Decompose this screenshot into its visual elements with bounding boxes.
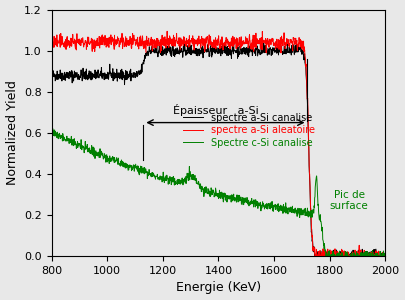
spectre a-Si aleatoire: [383, 254, 388, 258]
Text: Épaisseur   a-Si: Épaisseur a-Si: [173, 104, 258, 116]
spectre a-Si canalise: [182, 40, 187, 44]
X-axis label: Energie (KeV): Energie (KeV): [176, 281, 261, 294]
Text: Pic de
surface: Pic de surface: [330, 190, 369, 212]
Line: spectre a-Si canalise: spectre a-Si canalise: [51, 42, 386, 256]
Line: spectre a-Si aleatoire: spectre a-Si aleatoire: [51, 31, 386, 256]
spectre a-Si canalise: [232, 49, 237, 52]
spectre a-Si canalise: [225, 44, 230, 48]
spectre a-Si aleatoire: [313, 254, 318, 258]
spectre a-Si canalise: [383, 250, 388, 254]
Spectre c-Si canalise: [232, 198, 237, 201]
Y-axis label: Normalized Yield: Normalized Yield: [6, 80, 19, 185]
spectre a-Si aleatoire: [194, 41, 199, 45]
spectre a-Si aleatoire: [105, 37, 110, 40]
Spectre c-Si canalise: [50, 127, 55, 130]
spectre a-Si canalise: [162, 50, 166, 54]
Spectre c-Si canalise: [383, 254, 388, 258]
Line: Spectre c-Si canalise: Spectre c-Si canalise: [51, 129, 386, 256]
spectre a-Si aleatoire: [49, 40, 54, 44]
Spectre c-Si canalise: [325, 254, 330, 258]
Spectre c-Si canalise: [225, 196, 230, 200]
Spectre c-Si canalise: [94, 154, 98, 157]
Spectre c-Si canalise: [49, 132, 54, 135]
spectre a-Si aleatoire: [165, 29, 170, 33]
spectre a-Si aleatoire: [232, 36, 237, 39]
spectre a-Si canalise: [105, 70, 110, 74]
spectre a-Si canalise: [94, 72, 98, 75]
Spectre c-Si canalise: [106, 159, 111, 163]
spectre a-Si canalise: [49, 72, 54, 76]
spectre a-Si canalise: [194, 47, 199, 51]
Spectre c-Si canalise: [194, 178, 199, 182]
spectre a-Si canalise: [313, 254, 318, 258]
Spectre c-Si canalise: [162, 181, 167, 184]
spectre a-Si aleatoire: [162, 42, 166, 46]
spectre a-Si aleatoire: [225, 40, 230, 44]
spectre a-Si aleatoire: [94, 40, 98, 44]
Legend: spectre a-Si canalise, spectre a-Si aleatoire, Spectre c-Si canalise: spectre a-Si canalise, spectre a-Si alea…: [183, 113, 315, 148]
